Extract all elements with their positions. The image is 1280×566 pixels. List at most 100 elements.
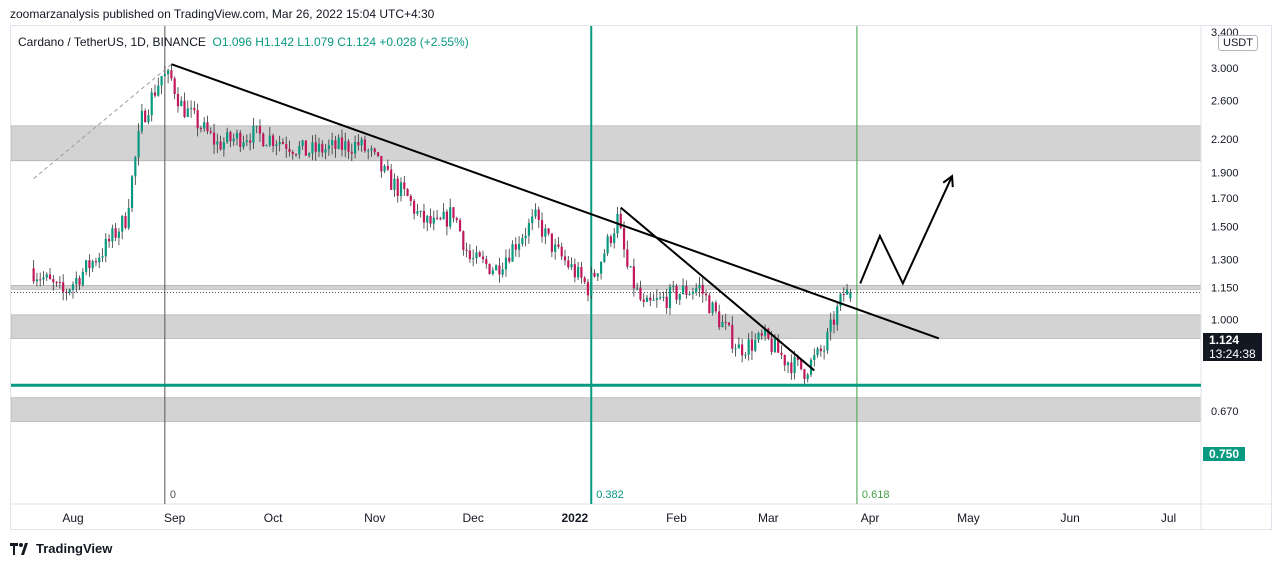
currency-selector[interactable]: USDT <box>1218 35 1258 51</box>
candle-body <box>695 288 698 292</box>
tradingview-logo[interactable]: TradingView <box>10 541 112 556</box>
candle <box>167 68 170 84</box>
candle-body <box>308 153 311 156</box>
candle <box>504 249 508 277</box>
candle <box>599 261 603 280</box>
candle-body <box>498 265 501 275</box>
candle <box>413 198 416 220</box>
candle-body <box>721 321 724 328</box>
candle <box>816 346 819 358</box>
candle <box>311 135 314 161</box>
candle-body <box>839 294 842 307</box>
candle <box>842 287 845 302</box>
candle <box>137 123 140 166</box>
candle <box>757 331 760 344</box>
candle-body <box>760 333 763 336</box>
candle-body <box>468 250 471 260</box>
candle-body <box>245 140 248 143</box>
candle-body <box>688 293 691 295</box>
candle-body <box>173 78 176 95</box>
candle-body <box>370 148 373 151</box>
candle <box>327 139 330 156</box>
candle <box>665 288 668 314</box>
candle-body <box>678 293 681 300</box>
time-tick-label: Feb <box>666 511 687 525</box>
candle-body <box>281 141 285 144</box>
candle <box>517 236 521 258</box>
candle-body <box>331 140 334 146</box>
candle-body <box>731 324 734 349</box>
candle <box>452 207 455 223</box>
candle <box>786 361 790 374</box>
candle <box>659 292 662 301</box>
candle <box>134 155 137 185</box>
time-tick-label: Nov <box>364 511 385 525</box>
symbol-title: Cardano / TetherUS, 1D, BINANCE <box>18 35 206 49</box>
candle <box>675 283 678 304</box>
candle <box>294 153 298 157</box>
candle <box>65 288 68 301</box>
candle-body <box>770 338 773 352</box>
price-zone <box>11 285 1202 290</box>
candle-body <box>75 278 78 285</box>
candle <box>324 143 327 160</box>
candle <box>91 259 94 272</box>
candle <box>704 289 708 302</box>
candle-body <box>275 144 278 146</box>
time-tick-label: Jun <box>1060 511 1079 525</box>
fib-label: 0 <box>170 489 176 501</box>
candle-body <box>199 128 203 130</box>
candle <box>708 292 711 314</box>
time-tick-label: Jul <box>1161 511 1176 525</box>
candle <box>245 134 248 147</box>
candle-body <box>114 228 117 238</box>
candle <box>531 209 534 231</box>
candle-body <box>668 286 672 308</box>
candle <box>281 138 285 145</box>
candle <box>39 272 42 287</box>
candle <box>114 222 117 242</box>
candlestick-series <box>32 64 852 384</box>
symbol-legend: Cardano / TetherUS, 1D, BINANCE O1.096 H… <box>18 35 469 49</box>
candle-body <box>629 266 632 268</box>
candle-body <box>527 223 531 236</box>
candle <box>527 218 531 244</box>
candle <box>514 237 517 257</box>
candle-body <box>724 321 727 323</box>
candle <box>153 84 157 98</box>
level-price-tag: 0.750 <box>1203 447 1246 461</box>
candle <box>373 147 376 156</box>
candle-body <box>235 132 239 139</box>
candle <box>763 324 767 341</box>
candle-body <box>222 142 225 150</box>
candle <box>163 65 166 77</box>
candle-body <box>685 285 688 295</box>
price-chart[interactable]: 0 0.382 0.618 3.4003.0002.6002.2001.9001.7… <box>11 26 1271 529</box>
candle <box>596 273 599 281</box>
candle <box>606 233 609 257</box>
candle <box>321 140 324 158</box>
candle-body <box>265 145 268 147</box>
candle <box>426 214 429 232</box>
candle <box>570 257 573 270</box>
chart-pane[interactable]: 0 0.382 0.618 3.400 3.000 2.600 2.200 1.900 1.7… <box>10 25 1272 530</box>
candle <box>55 281 58 287</box>
price-zone <box>11 314 1202 339</box>
candle <box>760 329 763 340</box>
candle-body <box>734 348 737 350</box>
candle <box>485 255 488 269</box>
candle <box>435 209 439 221</box>
candle <box>88 254 91 277</box>
candle <box>557 237 560 249</box>
candle <box>695 283 698 296</box>
candle-body <box>786 362 790 366</box>
candle <box>511 240 514 262</box>
candle-body <box>599 261 603 274</box>
candle <box>383 164 386 174</box>
candle <box>432 210 435 231</box>
candle <box>645 294 649 303</box>
candle <box>252 117 255 150</box>
candle-body <box>55 282 58 284</box>
candle-body <box>98 257 101 263</box>
candle <box>724 313 727 330</box>
